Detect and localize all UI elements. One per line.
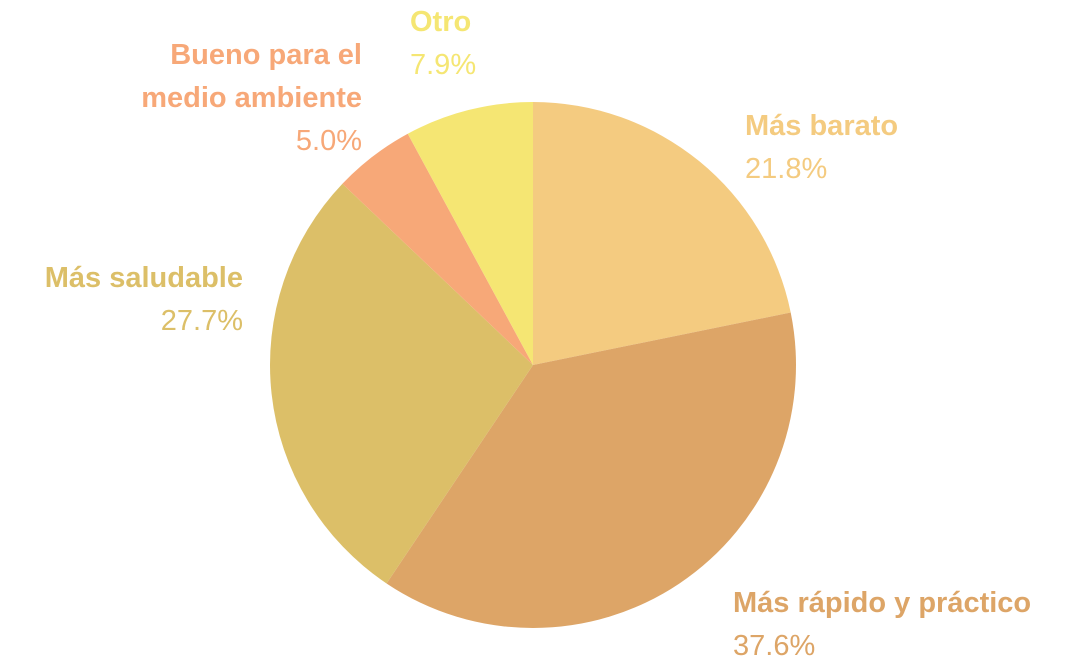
slice-label: Más saludable 27.7% [45,257,243,343]
value-label: 27.7% [160,305,243,337]
category-name: Más saludable [44,262,243,294]
pie-slice [407,102,533,365]
pie-slice [342,133,533,365]
category-name: Más barato [745,110,899,142]
category-name: Otro [410,6,472,38]
pie-slice [269,183,533,584]
slice-label: Más rápido y práctico 37.6% [733,582,1031,668]
value-label: 7.9% [410,49,477,81]
pie-slice [533,102,791,365]
category-name: Bueno para el medio ambiente [141,39,362,114]
slice-label: Otro 7.9% [410,1,476,87]
pie-slice [386,312,796,628]
value-label: 37.6% [733,630,816,662]
category-name: Más rápido y práctico [733,587,1032,619]
slice-label: Más barato 21.8% [745,105,898,191]
value-label: 5.0% [295,125,362,157]
value-label: 21.8% [745,153,828,185]
slice-label: Bueno para el medio ambiente 5.0% [92,34,362,163]
